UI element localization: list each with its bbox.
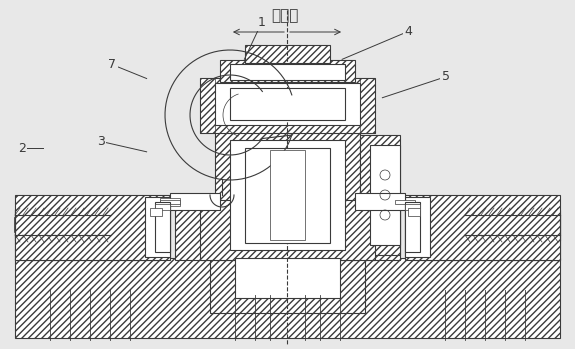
- Text: 1: 1: [258, 16, 266, 29]
- Bar: [160, 200, 180, 204]
- Text: 2: 2: [18, 142, 26, 155]
- Bar: [370, 145, 400, 245]
- Bar: [150, 208, 162, 216]
- Bar: [15, 258, 560, 338]
- Bar: [15, 210, 160, 260]
- Bar: [145, 197, 170, 257]
- Bar: [405, 202, 420, 252]
- Bar: [170, 193, 220, 210]
- Bar: [15, 195, 170, 260]
- Bar: [200, 78, 375, 133]
- Text: 对称轴: 对称轴: [271, 8, 298, 23]
- Bar: [415, 210, 560, 260]
- Bar: [230, 88, 345, 120]
- Bar: [245, 148, 330, 243]
- Text: 3: 3: [97, 135, 105, 148]
- Bar: [175, 200, 400, 260]
- Bar: [408, 208, 420, 216]
- Bar: [395, 200, 415, 204]
- Bar: [200, 200, 375, 260]
- Bar: [230, 64, 345, 80]
- Bar: [245, 45, 330, 63]
- Bar: [160, 198, 180, 206]
- Bar: [355, 193, 405, 210]
- Bar: [215, 83, 360, 125]
- Bar: [155, 204, 170, 210]
- Bar: [405, 195, 560, 260]
- Text: 5: 5: [442, 70, 450, 83]
- Bar: [360, 135, 400, 255]
- Bar: [230, 140, 345, 250]
- Bar: [220, 60, 355, 82]
- Bar: [210, 258, 365, 313]
- Bar: [155, 202, 170, 252]
- Bar: [405, 197, 430, 257]
- Text: 4: 4: [404, 25, 412, 38]
- Bar: [215, 130, 360, 260]
- Bar: [405, 204, 420, 210]
- Text: 7: 7: [108, 58, 116, 71]
- Bar: [270, 150, 305, 240]
- Bar: [235, 258, 340, 298]
